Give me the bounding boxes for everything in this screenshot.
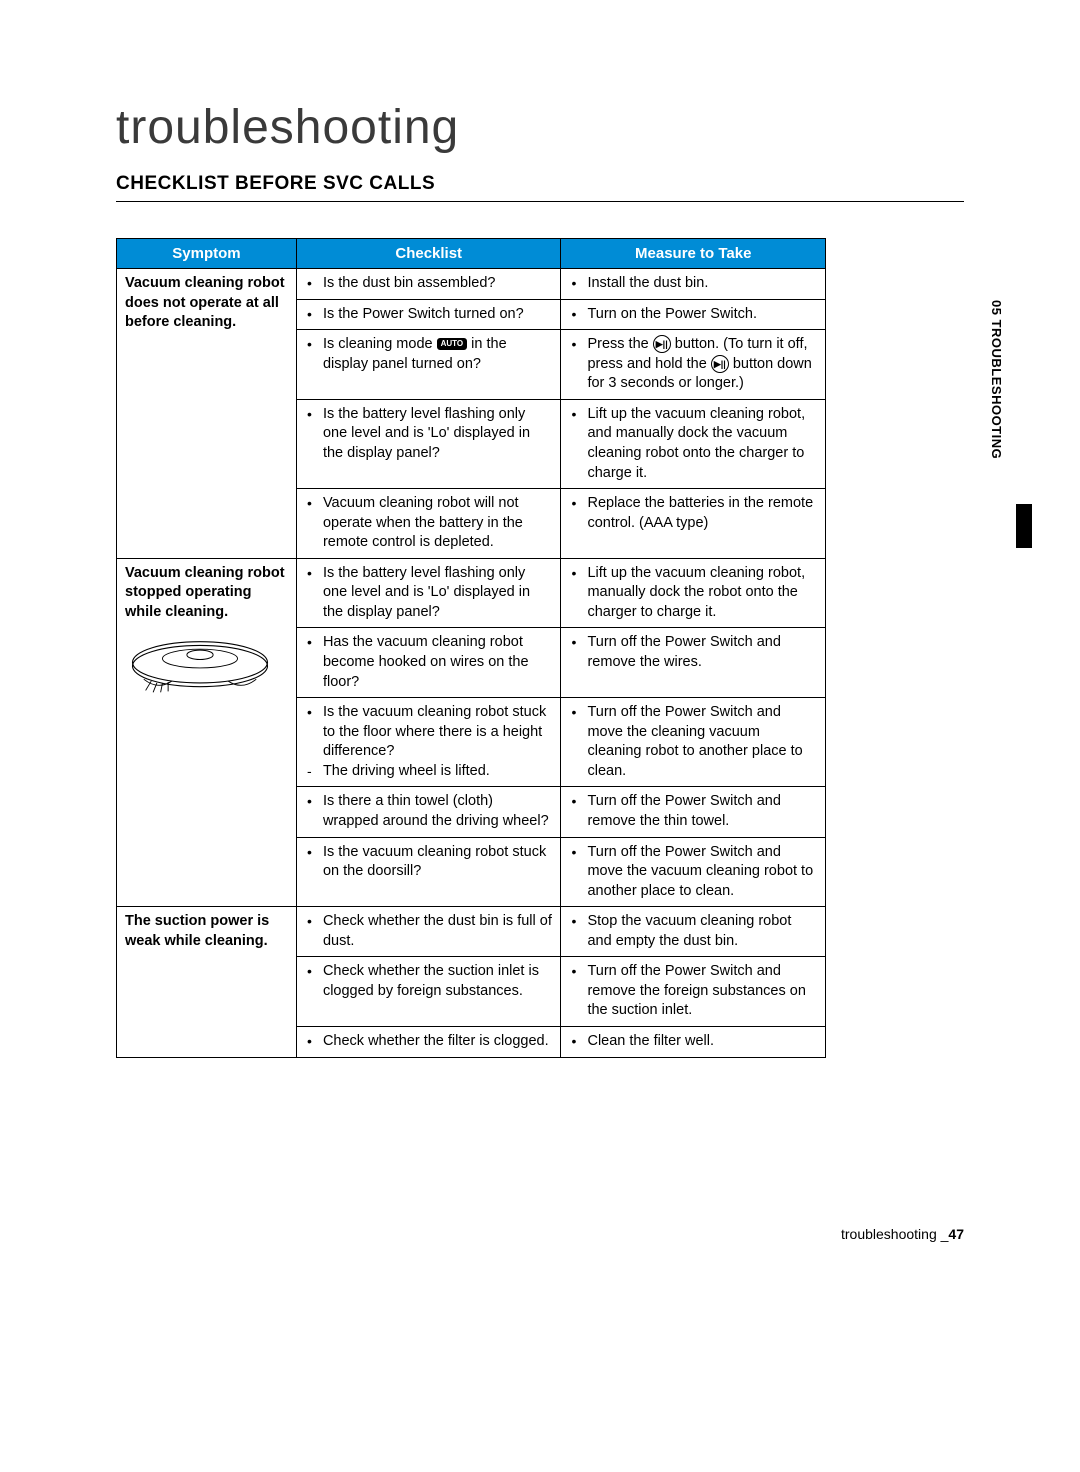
- page-title: troubleshooting: [116, 100, 964, 155]
- checklist-cell: Has the vacuum cleaning robot become hoo…: [296, 628, 561, 698]
- list-item: Has the vacuum cleaning robot become hoo…: [305, 633, 553, 692]
- list-item: Check whether the dust bin is full of du…: [305, 912, 553, 951]
- page-footer: troubleshooting _47: [841, 1226, 964, 1242]
- checklist-cell: Is the battery level flashing only one l…: [296, 399, 561, 488]
- checklist-cell: Is the dust bin assembled?: [296, 269, 561, 300]
- measure-cell: Turn off the Power Switch and remove the…: [561, 957, 826, 1027]
- checklist-cell: Is the vacuum cleaning robot stuck on th…: [296, 837, 561, 907]
- list-item: Is the battery level flashing only one l…: [305, 564, 553, 623]
- list-item: Is cleaning mode AUTO in the display pan…: [305, 335, 553, 374]
- footer-label: troubleshooting _: [841, 1226, 948, 1242]
- measure-cell: Clean the filter well.: [561, 1027, 826, 1058]
- checklist-cell: Is the Power Switch turned on?: [296, 299, 561, 330]
- play-pause-icon: ▶||: [653, 335, 671, 353]
- list-item: Replace the batteries in the remote cont…: [569, 494, 817, 533]
- col-header-checklist: Checklist: [296, 239, 561, 269]
- checklist-cell: Is the vacuum cleaning robot stuck to th…: [296, 698, 561, 787]
- auto-mode-icon: AUTO: [437, 338, 468, 350]
- list-item: Vacuum cleaning robot will not operate w…: [305, 494, 553, 553]
- list-item: Lift up the vacuum cleaning robot, manua…: [569, 564, 817, 623]
- checklist-cell: Check whether the filter is clogged.: [296, 1027, 561, 1058]
- checklist-cell: Is there a thin towel (cloth) wrapped ar…: [296, 787, 561, 837]
- list-item: Turn off the Power Switch and remove the…: [569, 792, 817, 831]
- measure-cell: Turn off the Power Switch and remove the…: [561, 628, 826, 698]
- measure-cell: Press the ▶|| button. (To turn it off, p…: [561, 330, 826, 400]
- measure-cell: Install the dust bin.: [561, 269, 826, 300]
- list-item: Turn off the Power Switch and move the v…: [569, 843, 817, 902]
- list-item: Turn off the Power Switch and remove the…: [569, 962, 817, 1021]
- list-item: Is the battery level flashing only one l…: [305, 405, 553, 464]
- troubleshooting-table: Symptom Checklist Measure to Take Vacuum…: [116, 238, 826, 1058]
- col-header-measure: Measure to Take: [561, 239, 826, 269]
- list-item: Is there a thin towel (cloth) wrapped ar…: [305, 792, 553, 831]
- checklist-cell: Check whether the suction inlet is clogg…: [296, 957, 561, 1027]
- checklist-cell: Is cleaning mode AUTO in the display pan…: [296, 330, 561, 400]
- checklist-cell: Vacuum cleaning robot will not operate w…: [296, 489, 561, 559]
- symptom-cell: Vacuum cleaning robot does not operate a…: [117, 269, 297, 559]
- side-tab-marker: [1016, 504, 1032, 548]
- list-item: Turn on the Power Switch.: [569, 305, 817, 325]
- section-heading: CHECKLIST BEFORE SVC CALLS: [116, 173, 964, 202]
- list-item: Check whether the filter is clogged.: [305, 1032, 553, 1052]
- measure-cell: Replace the batteries in the remote cont…: [561, 489, 826, 559]
- robot-illustration: [125, 622, 288, 709]
- list-item: The driving wheel is lifted.: [305, 762, 553, 782]
- table-row: Vacuum cleaning robot does not operate a…: [117, 269, 826, 300]
- list-item: Press the ▶|| button. (To turn it off, p…: [569, 335, 817, 394]
- symptom-cell: Vacuum cleaning robot stopped operating …: [117, 558, 297, 906]
- page-number: 47: [948, 1226, 964, 1242]
- list-item: Turn off the Power Switch and remove the…: [569, 633, 817, 672]
- list-item: Is the Power Switch turned on?: [305, 305, 553, 325]
- checklist-cell: Check whether the dust bin is full of du…: [296, 907, 561, 957]
- symptom-cell: The suction power is weak while cleaning…: [117, 907, 297, 1057]
- col-header-symptom: Symptom: [117, 239, 297, 269]
- measure-cell: Turn off the Power Switch and move the v…: [561, 837, 826, 907]
- measure-cell: Lift up the vacuum cleaning robot, and m…: [561, 399, 826, 488]
- list-item: Lift up the vacuum cleaning robot, and m…: [569, 405, 817, 483]
- list-item: Clean the filter well.: [569, 1032, 817, 1052]
- side-tab: 05 TROUBLESHOOTING: [982, 300, 1010, 500]
- list-item: Check whether the suction inlet is clogg…: [305, 962, 553, 1001]
- measure-cell: Turn off the Power Switch and move the c…: [561, 698, 826, 787]
- table-row: The suction power is weak while cleaning…: [117, 907, 826, 957]
- list-item: Is the vacuum cleaning robot stuck to th…: [305, 703, 553, 762]
- list-item: Is the vacuum cleaning robot stuck on th…: [305, 843, 553, 882]
- measure-cell: Turn on the Power Switch.: [561, 299, 826, 330]
- checklist-cell: Is the battery level flashing only one l…: [296, 558, 561, 628]
- list-item: Is the dust bin assembled?: [305, 274, 553, 294]
- list-item: Turn off the Power Switch and move the c…: [569, 703, 817, 781]
- play-pause-icon: ▶||: [711, 355, 729, 373]
- measure-cell: Lift up the vacuum cleaning robot, manua…: [561, 558, 826, 628]
- measure-cell: Stop the vacuum cleaning robot and empty…: [561, 907, 826, 957]
- list-item: Install the dust bin.: [569, 274, 817, 294]
- measure-cell: Turn off the Power Switch and remove the…: [561, 787, 826, 837]
- table-row: Vacuum cleaning robot stopped operating …: [117, 558, 826, 628]
- list-item: Stop the vacuum cleaning robot and empty…: [569, 912, 817, 951]
- side-tab-label: 05 TROUBLESHOOTING: [989, 300, 1004, 459]
